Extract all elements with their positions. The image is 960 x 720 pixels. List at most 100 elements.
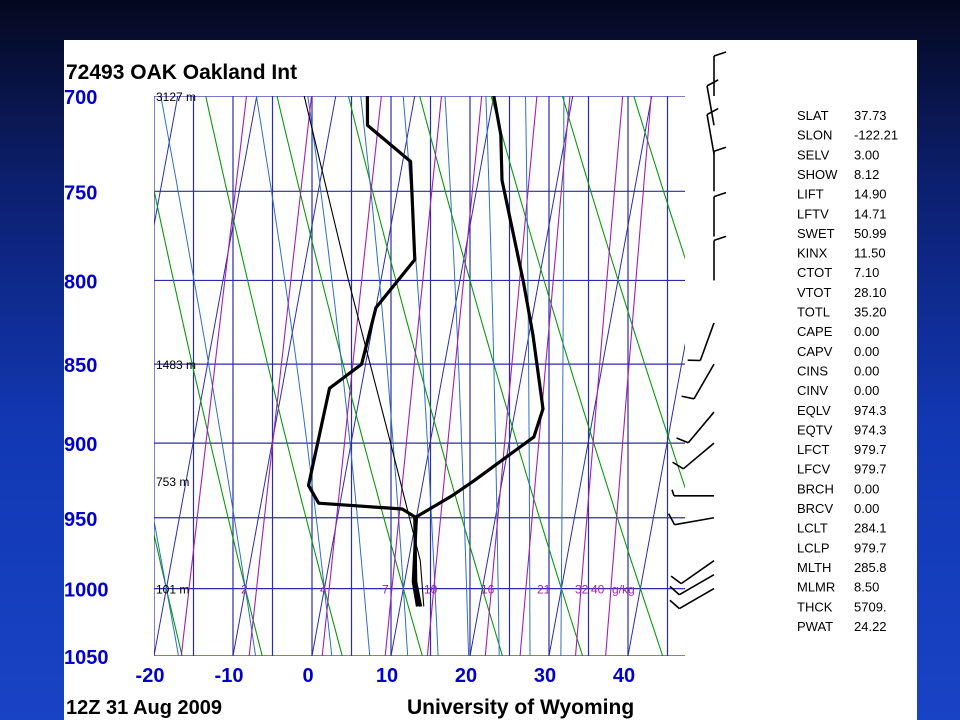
index-name: SLON [797,128,832,143]
isotherm-line [154,96,258,656]
index-name: SLAT [797,108,829,123]
mixing-ratio-label: 10 [424,583,438,597]
pressure-label: 900 [64,434,97,456]
wind-barb-flag [706,107,719,116]
wind-barb-flag [713,146,727,153]
mixing-ratio-label: 4 [320,583,327,597]
index-name: MLTH [797,560,831,575]
mixing-ratio-label: 32 [575,583,589,597]
index-value: 979.7 [854,462,887,477]
temperature-tick-label: 10 [376,665,398,687]
dry-adiabat-line [154,187,263,656]
mixing-ratio-line [180,96,248,656]
wind-barb-flag [676,437,689,444]
index-value: 0.00 [854,383,879,398]
index-value: 7.10 [854,265,879,280]
wind-barb-staff [706,114,715,155]
index-name: LIFT [797,187,824,202]
wind-barb-flag [669,599,680,610]
mixing-ratio-line [484,96,538,656]
isotherm-line [707,96,810,656]
index-value: 50.99 [854,226,887,241]
isotherm-line [311,96,416,656]
index-value: 3.00 [854,147,879,162]
mixing-ratio-label: 2 [241,583,248,597]
index-name: LCLP [797,540,830,555]
index-name: MLMR [797,580,835,595]
mixing-ratio-label: 21 [537,583,551,597]
index-name: CINS [797,363,828,378]
wind-barb [667,513,715,526]
temperature-tick-label: -10 [215,665,244,687]
temperature-tick-label: 20 [455,665,477,687]
mixing-ratio-line [426,96,483,656]
index-value: 8.50 [854,580,879,595]
index-value: 0.00 [854,324,879,339]
index-value: 974.3 [854,422,887,437]
wind-barb-flag [681,395,695,400]
index-name: SELV [797,147,830,162]
mixing-ratio-label: 40 [591,583,605,597]
dewpoint-line [306,96,420,607]
wind-barb [681,363,715,400]
pressure-label: 950 [64,509,97,531]
footer-source: University of Wyoming [407,696,634,719]
mixing-ratio-label: 16 [481,583,495,597]
mixing-ratio-label: g/kg [612,583,635,597]
index-name: CAPV [797,344,833,359]
index-name: TOTL [797,305,830,320]
index-value: 14.71 [854,206,887,221]
wind-barb-flag [713,235,727,242]
index-value: 979.7 [854,540,887,555]
isotherm-line [390,96,495,656]
wind-barb-staff [678,587,715,610]
slide-panel: 72493 OAK Oakland Int 700 750 800 850 900 950… [64,40,917,720]
dry-adiabat-line [561,96,685,489]
dry-adiabat-line [770,76,917,669]
pressure-label: 700 [64,87,97,109]
wind-barb-staff [680,560,715,585]
mixing-ratio-line [321,96,382,656]
index-name: THCK [797,599,833,614]
index-name: EQTV [797,422,833,437]
index-name: SHOW [797,167,838,182]
isotherm-line [469,96,574,656]
isotherm-line [627,342,685,656]
dry-adiabat-line [419,96,584,656]
index-name: LFCT [797,442,830,457]
mixing-ratio-line [574,96,624,656]
dry-adiabat-line [347,96,504,656]
pressure-label: 1050 [64,647,109,669]
index-name: SWET [797,226,835,241]
index-value: 0.00 [854,501,879,516]
index-value: 0.00 [854,344,879,359]
index-value: 28.10 [854,285,887,300]
wind-barb [713,191,727,237]
skew-t-chart: 72493 OAK Oakland Int 700 750 800 850 900 950… [64,51,917,719]
wind-barb [672,442,715,470]
mixing-ratio-line [248,96,313,656]
wind-barb-flag [667,513,676,526]
wind-barb-staff [699,322,715,361]
pressure-label: 800 [64,271,97,293]
moist-adiabat-line [154,517,180,656]
moist-adiabat-line [444,96,470,656]
wind-barb-flag [713,51,727,57]
moist-adiabat-line [307,96,371,656]
index-name: BRCV [797,501,833,516]
mixing-ratio-line [384,96,443,656]
pressure-label: 850 [64,355,97,377]
index-value: 974.3 [854,403,887,418]
wind-barb [669,574,715,596]
isotherm-line [548,96,653,656]
index-name: LFCV [797,462,831,477]
temperature-tick-label: 40 [613,665,635,687]
index-name: KINX [797,246,828,261]
wind-barb [671,489,714,497]
wind-barb-staff [674,516,715,526]
moist-adiabat-line [402,96,439,656]
index-value: 284.1 [854,521,887,536]
index-name: VTOT [797,285,831,300]
wind-barb [706,79,719,126]
height-label: 101 m [156,583,189,597]
